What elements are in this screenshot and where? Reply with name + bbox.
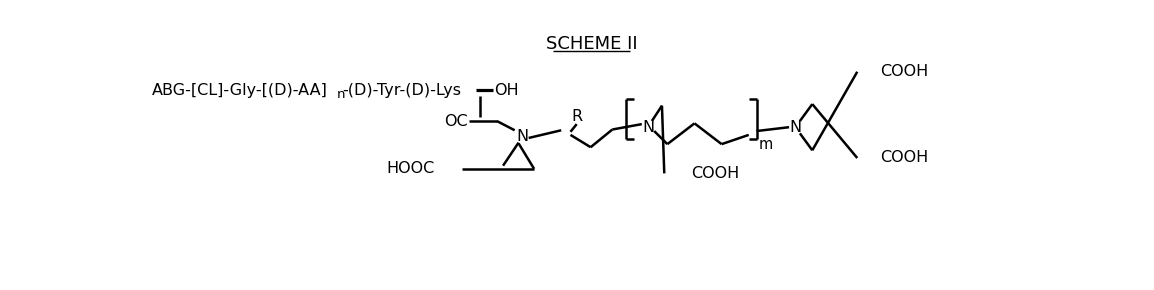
Text: HOOC: HOOC (387, 161, 435, 176)
Text: SCHEME II: SCHEME II (546, 35, 637, 53)
Text: COOH: COOH (691, 166, 740, 181)
Text: R: R (571, 109, 583, 124)
Text: ABG-[CL]-Gly-[(D)-AA]: ABG-[CL]-Gly-[(D)-AA] (152, 83, 328, 98)
Text: OH: OH (495, 83, 519, 98)
Text: N: N (516, 129, 529, 144)
Text: OC: OC (444, 114, 469, 128)
Text: COOH: COOH (881, 151, 929, 166)
Text: -(D)-Tyr-(D)-Lys: -(D)-Tyr-(D)-Lys (343, 83, 462, 98)
Text: COOH: COOH (881, 64, 929, 79)
Text: N: N (789, 120, 801, 135)
Text: m: m (759, 137, 773, 153)
Text: N: N (642, 120, 654, 135)
Text: n: n (337, 88, 346, 101)
